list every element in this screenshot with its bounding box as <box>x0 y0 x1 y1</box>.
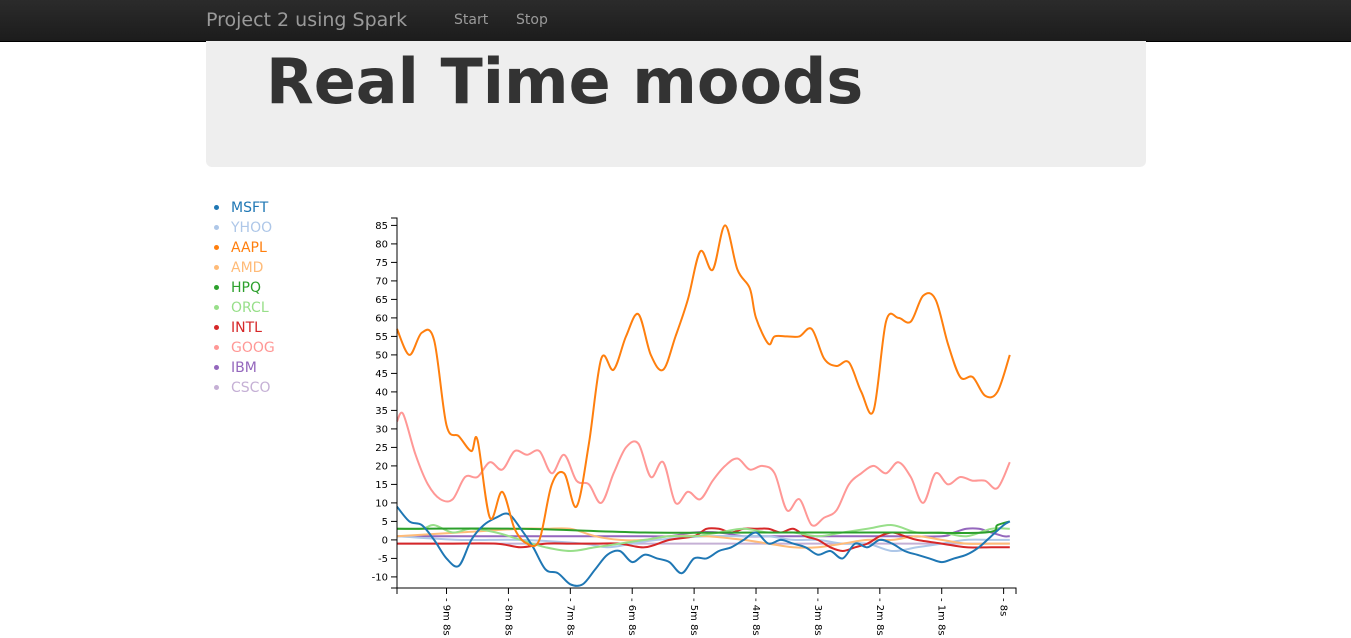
x-tick-label: - 8m 8s <box>502 598 513 636</box>
y-tick-label: -10 <box>372 572 388 583</box>
x-tick-label: - 4m 8s <box>750 598 761 636</box>
legend-label: ORCL <box>231 300 269 316</box>
y-tick-label: 35 <box>375 406 388 417</box>
legend-label: MSFT <box>231 200 269 216</box>
y-tick-label: 15 <box>375 480 388 491</box>
y-tick-label: 25 <box>375 443 388 454</box>
y-tick-label: 0 <box>382 535 388 546</box>
hero-unit: Real Time moods <box>206 41 1146 167</box>
navbar: Project 2 using Spark Start Stop <box>0 0 1351 42</box>
x-tick-label: - 8s <box>998 598 1009 616</box>
series-line-aapl <box>396 224 1011 548</box>
brand-title[interactable]: Project 2 using Spark <box>206 9 408 31</box>
start-link[interactable]: Start <box>454 12 489 28</box>
page-title: Real Time moods <box>266 45 864 118</box>
legend-label: CSCO <box>231 380 271 396</box>
series-line-amd <box>396 527 1010 549</box>
series-line-intl <box>397 527 1010 553</box>
y-tick-label: 80 <box>375 239 388 250</box>
y-tick-label: 20 <box>375 461 388 472</box>
legend-label: GOOG <box>231 340 275 356</box>
y-tick-label: 40 <box>375 387 388 398</box>
legend-dot-icon <box>214 265 219 270</box>
legend-label: AMD <box>231 260 264 276</box>
series-line-msft <box>396 505 1011 587</box>
y-tick-label: 75 <box>375 258 388 269</box>
y-tick-label: 50 <box>375 350 388 361</box>
x-tick-label: - 7m 8s <box>564 598 575 636</box>
legend-dot-icon <box>214 205 219 210</box>
legend-dot-icon <box>214 345 219 350</box>
legend-label: IBM <box>231 360 257 376</box>
x-tick-label: - 3m 8s <box>812 598 823 636</box>
y-tick-label: 60 <box>375 313 388 324</box>
y-tick-label: 45 <box>375 369 388 380</box>
y-tick-label: -5 <box>378 554 388 565</box>
legend-dot-icon <box>214 365 219 370</box>
x-axis: - 9m 8s - 8m 8s - 7m 8s - 6m 8s - 5m 8s - 4m … <box>396 587 1017 636</box>
series-line-goog <box>396 411 1011 527</box>
legend-label: AAPL <box>231 240 267 256</box>
legend-dot-icon <box>214 385 219 390</box>
legend-dot-icon <box>214 245 219 250</box>
legend-label: INTL <box>231 320 262 336</box>
x-axis-line <box>396 587 1017 594</box>
x-tick-label: - 1m 8s <box>936 598 947 636</box>
legend-label: YHOO <box>231 220 273 236</box>
y-tick-label: 10 <box>375 498 388 509</box>
stop-link[interactable]: Stop <box>516 12 548 28</box>
y-tick-label: 5 <box>382 517 388 528</box>
y-tick-label: 55 <box>375 332 388 343</box>
y-axis-line <box>391 217 398 589</box>
legend-dot-icon <box>214 325 219 330</box>
y-tick-label: 70 <box>375 276 388 287</box>
legend-label: HPQ <box>231 280 261 296</box>
legend-dot-icon <box>214 225 219 230</box>
y-axis: -10 -5 0 5 10 15 20 25 30 35 40 45 50 55 60 65 70 75 80 85 <box>372 217 398 589</box>
y-tick-label: 65 <box>375 295 388 306</box>
legend-dot-icon <box>214 285 219 290</box>
x-tick-label: - 6m 8s <box>626 598 637 636</box>
x-tick-label: - 9m 8s <box>441 598 452 636</box>
x-tick-label: - 2m 8s <box>874 598 885 636</box>
x-tick-label: - 5m 8s <box>688 598 699 636</box>
y-tick-label: 30 <box>375 424 388 435</box>
y-tick-label: 85 <box>375 221 388 232</box>
legend-dot-icon <box>214 305 219 310</box>
